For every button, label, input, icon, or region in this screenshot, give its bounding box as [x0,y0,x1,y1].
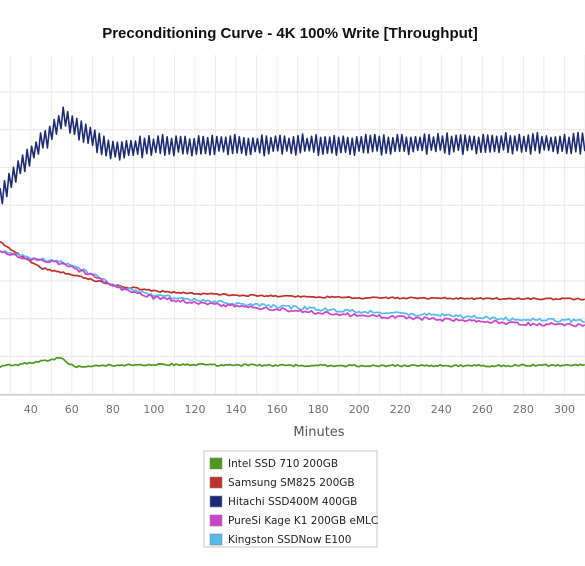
chart-title: Preconditioning Curve - 4K 100% Write [T… [102,25,478,42]
series-line [0,250,585,328]
x-tick-label: 180 [308,403,329,416]
legend-label: Kingston SSDNow E100 [228,534,351,546]
x-axis-title: Minutes [293,425,344,440]
x-tick-label: 240 [431,403,452,416]
x-tick-label: 260 [472,403,493,416]
x-tick-label: 120 [185,403,206,416]
x-tick-label: 80 [106,403,120,416]
legend-swatch [209,495,223,508]
x-tick-label: 60 [65,403,79,416]
legend-box [203,450,378,548]
x-tick-label: 280 [513,403,534,416]
x-tick-label: 100 [143,403,164,416]
legend-swatch [209,533,223,546]
x-tick-label: 200 [349,403,370,416]
series-lines [0,106,585,369]
legend-swatch [209,476,223,489]
series-line [0,356,585,369]
x-tick-label: 220 [390,403,411,416]
x-tick-labels: 40 60 80 100 120 140 160 180 200 220 240 260 280 300 [24,403,575,416]
legend: Intel SSD 710 200GB Samsung SM825 200GB Hi… [203,450,378,548]
series-line [0,249,585,324]
legend-label: PureSi Kage K1 200GB eMLC [228,515,378,527]
legend-label: Hitachi SSD400M 400GB [228,496,357,508]
series-line [0,106,585,205]
legend-label: Intel SSD 710 200GB [228,458,338,470]
series-line [0,240,585,301]
grid [0,55,585,395]
legend-swatch [209,514,223,527]
x-tick-label: 40 [24,403,38,416]
x-tick-label: 160 [267,403,288,416]
x-tick-label: 300 [554,403,575,416]
legend-swatch [209,457,223,470]
x-tick-label: 140 [226,403,247,416]
legend-label: Samsung SM825 200GB [228,477,355,489]
